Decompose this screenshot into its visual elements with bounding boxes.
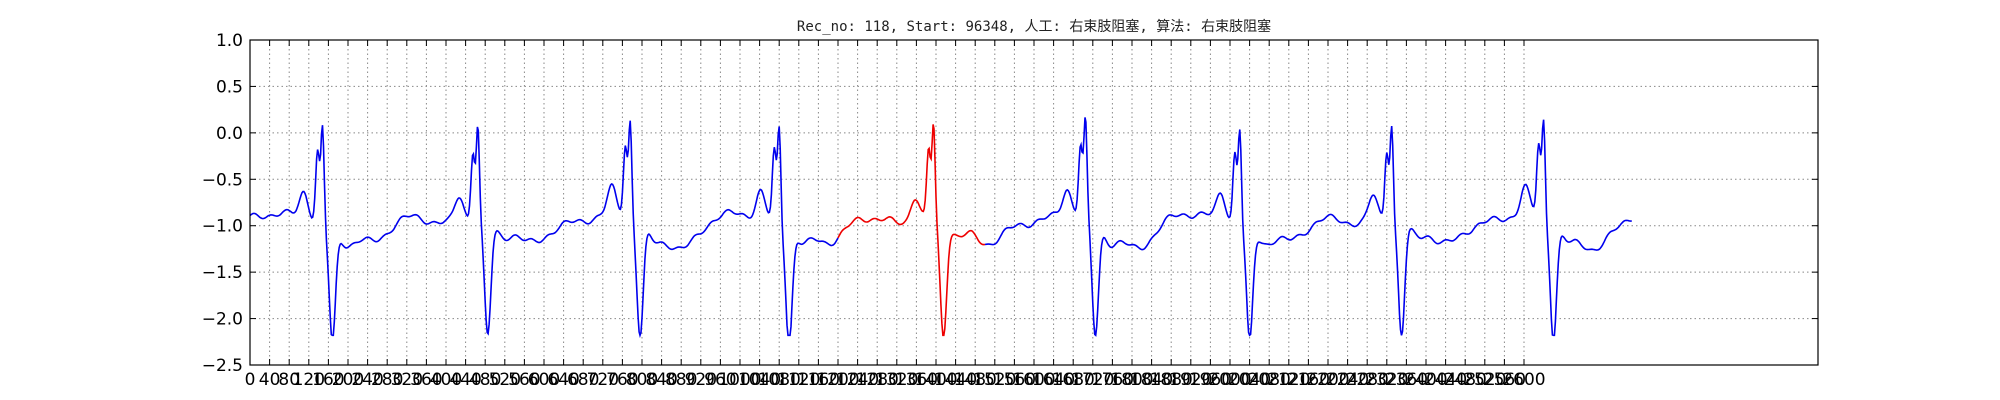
x-tick-label: 1240 <box>836 370 879 390</box>
x-tick-label: 880 <box>665 370 697 390</box>
x-tick-label: 2520 <box>1463 370 1506 390</box>
x-tick-label: 1560 <box>993 370 1036 390</box>
x-tick-label: 360 <box>410 370 442 390</box>
chart-title: Rec_no: 118, Start: 96348, 人工: 右束肢阻塞, 算法… <box>797 18 1271 35</box>
x-tick-label: 1320 <box>875 370 918 390</box>
x-tick-label: 680 <box>567 370 599 390</box>
x-tick-label: 240 <box>351 370 383 390</box>
x-tick-label: 2000 <box>1208 370 1251 390</box>
ecg-line-pre <box>249 120 839 339</box>
x-tick-label: 1120 <box>777 370 820 390</box>
x-tick-label: 1280 <box>856 370 899 390</box>
x-tick-label: 2120 <box>1267 370 1310 390</box>
x-tick-label: 800 <box>626 370 658 390</box>
x-tick-label: 2040 <box>1228 370 1271 390</box>
x-tick-label: 1200 <box>816 370 859 390</box>
x-tick-label: 40 <box>259 370 281 390</box>
x-tick-label: 560 <box>508 370 540 390</box>
x-tick-label: 2080 <box>1248 370 1291 390</box>
x-tick-label: 1840 <box>1130 370 1173 390</box>
x-tick-label: 2200 <box>1306 370 1349 390</box>
y-tick-label: −1.5 <box>202 263 243 283</box>
x-tick-label: 840 <box>645 370 677 390</box>
x-tick-label: 2560 <box>1483 370 1526 390</box>
x-tick-label: 2600 <box>1502 370 1545 390</box>
x-tick-label: 1640 <box>1032 370 1075 390</box>
x-tick-label: 1760 <box>1091 370 1134 390</box>
x-tick-label: 1040 <box>738 370 781 390</box>
x-tick-label: 2440 <box>1424 370 1467 390</box>
x-tick-label: 960 <box>704 370 736 390</box>
x-tick-label: 2480 <box>1444 370 1487 390</box>
x-tick-label: 2400 <box>1404 370 1447 390</box>
x-tick-label: 280 <box>371 370 403 390</box>
x-tick-label: 440 <box>449 370 481 390</box>
x-axis-ticks: 0 408012016020024028032036040044048052056… <box>245 40 1546 390</box>
y-axis-ticks: 1.0 0.5 0.0 −0.5 −1.0 −1.5 −2.0 −2.5 <box>202 31 1818 376</box>
x-tick-label: 400 <box>430 370 462 390</box>
x-tick-label: 600 <box>528 370 560 390</box>
x-tick-label: 2320 <box>1365 370 1408 390</box>
x-tick-label: 1680 <box>1052 370 1095 390</box>
x-tick-label: 1480 <box>954 370 997 390</box>
x-tick-label: 320 <box>391 370 423 390</box>
x-tick-label: 2280 <box>1346 370 1389 390</box>
x-tick-label: 1000 <box>718 370 761 390</box>
y-tick-label: 1.0 <box>216 31 243 51</box>
x-tick-label: 720 <box>587 370 619 390</box>
x-tick-label: 2160 <box>1287 370 1330 390</box>
x-tick-label: 1360 <box>895 370 938 390</box>
x-tick-label: 2360 <box>1385 370 1428 390</box>
x-tick-label: 1160 <box>797 370 840 390</box>
x-tick-label: 1960 <box>1189 370 1232 390</box>
x-tick-label: 1920 <box>1169 370 1212 390</box>
x-tick-label: 1520 <box>973 370 1016 390</box>
y-tick-label: −2.5 <box>202 356 243 376</box>
y-tick-label: 0.0 <box>216 124 243 144</box>
x-tick-label: 520 <box>489 370 521 390</box>
x-tick-label: 120 <box>293 370 325 390</box>
y-tick-label: −1.0 <box>202 217 243 237</box>
x-tick-label: 760 <box>606 370 638 390</box>
x-tick-label: 160 <box>312 370 344 390</box>
x-tick-label: 1400 <box>914 370 957 390</box>
x-tick-label: 480 <box>469 370 501 390</box>
y-tick-label: −2.0 <box>202 310 243 330</box>
ecg-signal <box>249 117 1632 339</box>
x-tick-label: 1080 <box>758 370 801 390</box>
x-tick-label: 1800 <box>1110 370 1153 390</box>
x-tick-label: 640 <box>547 370 579 390</box>
ecg-line-post <box>984 117 1632 337</box>
y-tick-label: 0.5 <box>216 77 243 97</box>
x-tick-label: 0 <box>245 370 256 390</box>
x-tick-label: 2240 <box>1326 370 1369 390</box>
x-tick-label: 1440 <box>934 370 977 390</box>
y-tick-label: −0.5 <box>202 170 243 190</box>
ecg-line-highlight <box>837 124 986 337</box>
x-tick-label: 1600 <box>1012 370 1055 390</box>
x-tick-label: 80 <box>278 370 300 390</box>
x-tick-label: 200 <box>332 370 364 390</box>
x-tick-label: 1880 <box>1150 370 1193 390</box>
plot-frame <box>249 39 1819 366</box>
x-tick-label: 1720 <box>1071 370 1114 390</box>
x-tick-label: 920 <box>685 370 717 390</box>
